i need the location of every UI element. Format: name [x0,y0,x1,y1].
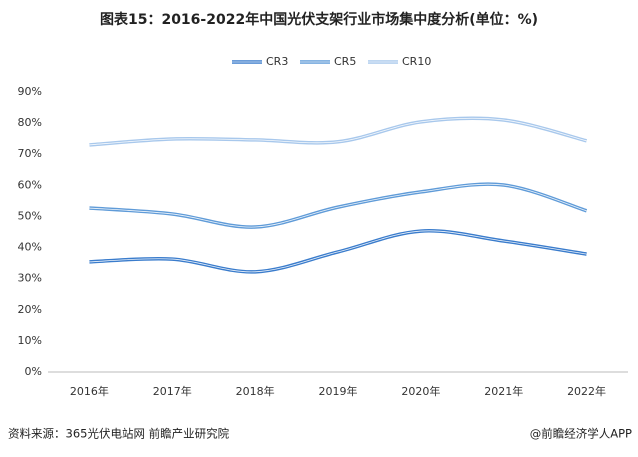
x-tick-label: 2018年 [236,384,275,398]
x-tick-label: 2021年 [484,384,523,398]
line-outer [89,229,587,274]
x-tick-label: 2019年 [319,384,358,398]
y-tick-label: 20% [18,303,42,316]
chart-title: 图表15：2016-2022年中国光伏支架行业市场集中度分析(单位：%) [100,11,538,28]
legend-label: CR3 [266,55,288,68]
y-tick-label: 70% [18,147,42,160]
line-outer [89,116,587,147]
legend-label: CR5 [334,55,356,68]
x-tick-label: 2017年 [153,384,192,398]
x-tick-label: 2020年 [401,384,440,398]
line-outer [89,182,588,229]
series-line [89,183,587,228]
series-line [89,117,587,146]
y-tick-label: 10% [18,334,42,347]
legend-label: CR10 [402,55,431,68]
y-tick-label: 30% [18,272,42,285]
y-tick-label: 50% [18,209,42,222]
x-tick-label: 2016年 [70,384,109,398]
y-tick-label: 0% [25,365,42,378]
source: 资料来源：365光伏电站网 前瞻产业研究院 [8,427,230,441]
y-tick-label: 40% [18,241,42,254]
y-tick-label: 60% [18,178,42,191]
y-tick-label: 90% [18,85,42,98]
credit: @前瞻经济学人APP [530,427,632,441]
x-tick-label: 2022年 [567,384,606,398]
y-tick-label: 80% [18,116,42,129]
series-line [89,230,587,273]
